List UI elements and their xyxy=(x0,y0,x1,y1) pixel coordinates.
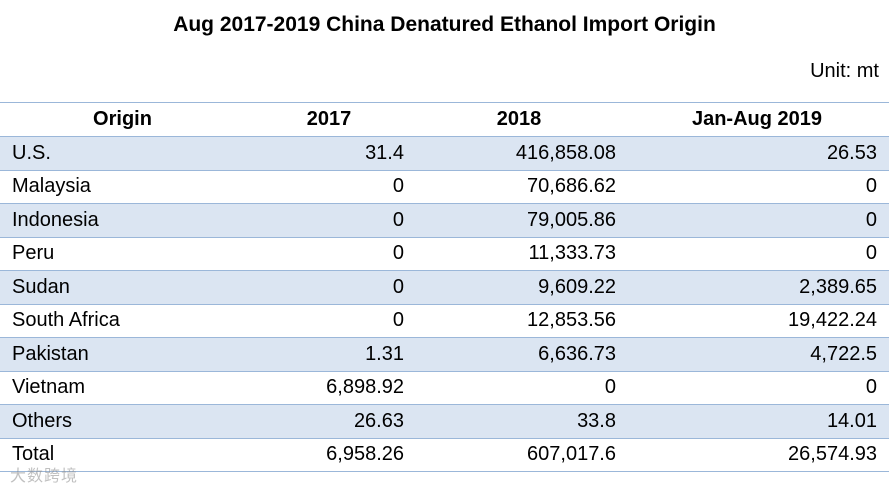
value-2017-cell: 1.31 xyxy=(365,342,404,365)
table-row: Vietnam 6,898.92 0 0 xyxy=(0,371,889,405)
value-2018-cell: 79,005.86 xyxy=(527,208,616,231)
header-2017: 2017 xyxy=(306,108,352,130)
table-row: Malaysia 0 70,686.62 0 xyxy=(0,170,889,204)
value-jan-aug-2019-cell: 26,574.93 xyxy=(788,443,877,466)
unit-label: Unit: mt xyxy=(810,60,879,82)
value-2018-cell: 9,609.22 xyxy=(538,275,616,298)
origin-cell: Vietnam xyxy=(12,376,86,399)
value-jan-aug-2019-cell: 4,722.5 xyxy=(810,342,877,365)
table-row: U.S. 31.4 416,858.08 26.53 xyxy=(0,137,889,171)
value-2017-cell: 0 xyxy=(392,275,404,298)
header-jan-aug-2019: Jan-Aug 2019 xyxy=(691,108,823,130)
table-body: U.S. 31.4 416,858.08 26.53 Malaysia 0 70,686.6… xyxy=(0,137,889,472)
table-row: Indonesia 0 79,005.86 0 xyxy=(0,204,889,238)
origin-cell: Peru xyxy=(12,242,55,265)
table-row: Others 26.63 33.8 14.01 xyxy=(0,405,889,439)
value-2017-cell: 6,958.26 xyxy=(326,443,404,466)
value-2018-cell: 11,333.73 xyxy=(528,242,617,265)
table-row: Peru 0 11,333.73 0 xyxy=(0,237,889,271)
table-header-row: Origin 2017 2018 Jan-Aug 2019 xyxy=(0,103,889,137)
value-2017-cell: 0 xyxy=(392,309,404,332)
header-origin: Origin xyxy=(93,108,152,130)
value-2018-cell: 12,853.56 xyxy=(527,309,616,332)
value-jan-aug-2019-cell: 2,389.65 xyxy=(799,275,877,298)
origin-cell: Malaysia xyxy=(12,175,91,198)
value-2017-cell: 31.4 xyxy=(365,141,404,164)
value-jan-aug-2019-cell: 19,422.24 xyxy=(788,309,877,332)
value-2017-cell: 0 xyxy=(392,208,404,231)
value-2018-cell: 607,017.6 xyxy=(527,443,616,466)
value-jan-aug-2019-cell: 0 xyxy=(865,208,877,231)
value-jan-aug-2019-cell: 0 xyxy=(865,242,877,265)
header-2018: 2018 xyxy=(496,108,542,130)
value-jan-aug-2019-cell: 0 xyxy=(865,175,877,198)
value-2018-cell: 416,858.08 xyxy=(515,141,616,164)
origin-cell: Pakistan xyxy=(12,342,89,365)
origin-cell: U.S. xyxy=(12,141,51,164)
value-2017-cell: 6,898.92 xyxy=(326,376,404,399)
value-2018-cell: 70,686.62 xyxy=(527,175,616,198)
value-jan-aug-2019-cell: 14.01 xyxy=(826,409,877,432)
table-row: South Africa 0 12,853.56 19,422.24 xyxy=(0,304,889,338)
origin-cell: Others xyxy=(12,409,73,432)
value-2018-cell: 6,636.73 xyxy=(538,342,616,365)
table-row: Total 6,958.26 607,017.6 26,574.93 xyxy=(0,438,889,472)
origin-cell: Sudan xyxy=(12,275,70,298)
value-2018-cell: 33.8 xyxy=(577,409,616,432)
value-2018-cell: 0 xyxy=(604,376,616,399)
table-row: Pakistan 1.31 6,636.73 4,722.5 xyxy=(0,338,889,372)
watermark-text: 大数跨境 xyxy=(10,468,79,485)
origin-cell: Total xyxy=(12,443,55,466)
chart-title: Aug 2017-2019 China Denatured Ethanol Im… xyxy=(173,13,716,36)
value-2017-cell: 26.63 xyxy=(353,409,404,432)
table-row: Sudan 0 9,609.22 2,389.65 xyxy=(0,271,889,305)
import-origin-table: Origin 2017 2018 Jan-Aug 2019 U.S. 31.4 41… xyxy=(0,102,889,472)
value-jan-aug-2019-cell: 0 xyxy=(865,376,877,399)
value-2017-cell: 0 xyxy=(392,242,404,265)
value-2017-cell: 0 xyxy=(392,175,404,198)
value-jan-aug-2019-cell: 26.53 xyxy=(826,141,877,164)
origin-cell: Indonesia xyxy=(12,208,99,231)
origin-cell: South Africa xyxy=(12,309,120,332)
